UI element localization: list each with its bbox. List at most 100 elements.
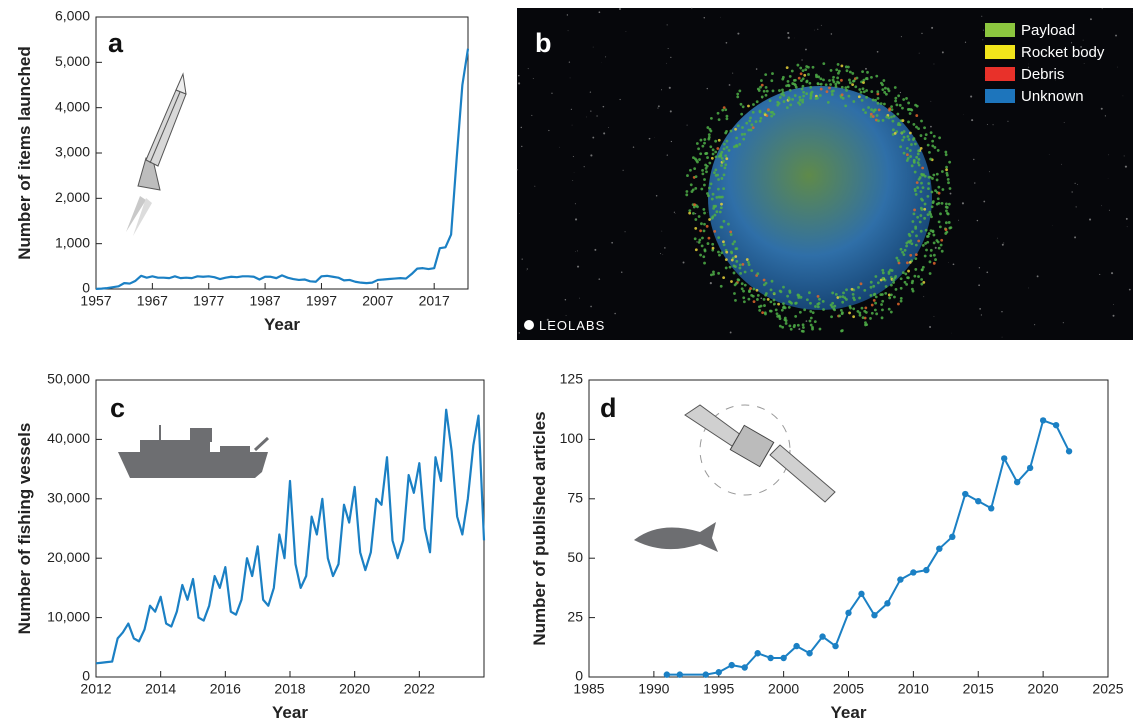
object-dot (863, 316, 867, 320)
data-point (1026, 464, 1034, 472)
object-dot (751, 126, 755, 130)
object-dot (893, 131, 897, 135)
object-dot (937, 191, 941, 195)
object-dot (876, 281, 880, 285)
object-dot (816, 294, 820, 298)
y-tick-label: 5,000 (55, 53, 90, 69)
object-dot (897, 94, 901, 98)
object-dot (915, 155, 919, 159)
object-dot (693, 237, 697, 241)
data-point (663, 671, 671, 678)
x-axis-label: Year (264, 315, 300, 334)
y-axis-label: Number of items launched (15, 46, 34, 259)
y-tick-label: 50 (567, 549, 583, 565)
object-dot (901, 119, 905, 122)
data-point (897, 576, 904, 583)
object-dot (869, 115, 873, 118)
ship-icon (118, 425, 270, 478)
object-dot (711, 215, 715, 219)
data-point (1039, 417, 1047, 424)
object-dot (722, 142, 726, 146)
object-dot (755, 288, 759, 292)
object-dot (794, 83, 797, 87)
object-dot (714, 155, 718, 159)
star (691, 7, 693, 9)
star (520, 126, 523, 129)
object-dot (729, 129, 733, 133)
object-dot (857, 95, 861, 99)
object-dot (938, 136, 942, 140)
object-dot (805, 92, 809, 96)
object-dot (845, 69, 849, 73)
object-dot (946, 211, 949, 215)
object-dot (880, 81, 883, 85)
star (1100, 107, 1103, 110)
object-dot (740, 132, 744, 136)
object-dot (845, 288, 848, 292)
object-dot (703, 138, 707, 141)
object-dot (720, 164, 723, 167)
object-dot (830, 315, 833, 319)
y-tick-label: 20,000 (47, 549, 90, 565)
star (1112, 314, 1115, 317)
x-tick-label: 2005 (833, 681, 864, 697)
object-dot (790, 301, 793, 305)
star (624, 231, 626, 233)
object-dot (847, 94, 851, 98)
object-dot (910, 164, 914, 168)
object-dot (780, 92, 783, 96)
object-dot (863, 288, 867, 292)
object-dot (813, 320, 817, 324)
x-tick-label: 2012 (80, 681, 111, 697)
legend-swatch (985, 67, 1015, 81)
object-dot (706, 242, 710, 245)
object-dot (719, 284, 723, 288)
x-axis-label: Year (831, 703, 867, 722)
y-tick-label: 1,000 (55, 234, 90, 250)
object-dot (932, 173, 936, 177)
object-dot (799, 295, 803, 299)
object-dot (756, 293, 760, 297)
object-dot (907, 269, 910, 273)
object-dot (758, 109, 762, 113)
object-dot (902, 151, 906, 155)
object-dot (734, 247, 738, 251)
object-dot (792, 325, 796, 329)
object-dot (788, 324, 792, 328)
object-dot (693, 203, 696, 207)
object-dot (861, 316, 865, 319)
object-dot (846, 65, 850, 69)
object-dot (939, 243, 943, 247)
object-dot (935, 239, 939, 242)
object-dot (905, 282, 909, 286)
star (518, 74, 520, 77)
object-dot (762, 297, 766, 301)
object-dot (852, 100, 856, 103)
object-dot (809, 323, 813, 327)
object-dot (749, 116, 752, 120)
object-dot (772, 291, 776, 295)
object-dot (722, 106, 726, 110)
object-dot (871, 98, 875, 102)
object-dot (709, 117, 713, 120)
object-dot (784, 322, 788, 325)
object-dot (915, 125, 918, 129)
x-tick-label: 2022 (404, 681, 435, 697)
object-dot (743, 270, 747, 274)
data-point (910, 569, 917, 576)
object-dot (743, 132, 747, 136)
y-tick-label: 125 (560, 371, 584, 387)
object-dot (747, 260, 750, 264)
star (625, 31, 627, 32)
object-dot (890, 269, 894, 272)
object-dot (732, 271, 736, 275)
object-dot (908, 240, 911, 244)
star (590, 154, 593, 157)
object-dot (705, 151, 709, 155)
star (682, 261, 685, 264)
object-dot (713, 213, 717, 217)
object-dot (915, 234, 918, 238)
object-dot (928, 210, 932, 214)
object-dot (901, 138, 905, 142)
data-point (1013, 478, 1021, 486)
